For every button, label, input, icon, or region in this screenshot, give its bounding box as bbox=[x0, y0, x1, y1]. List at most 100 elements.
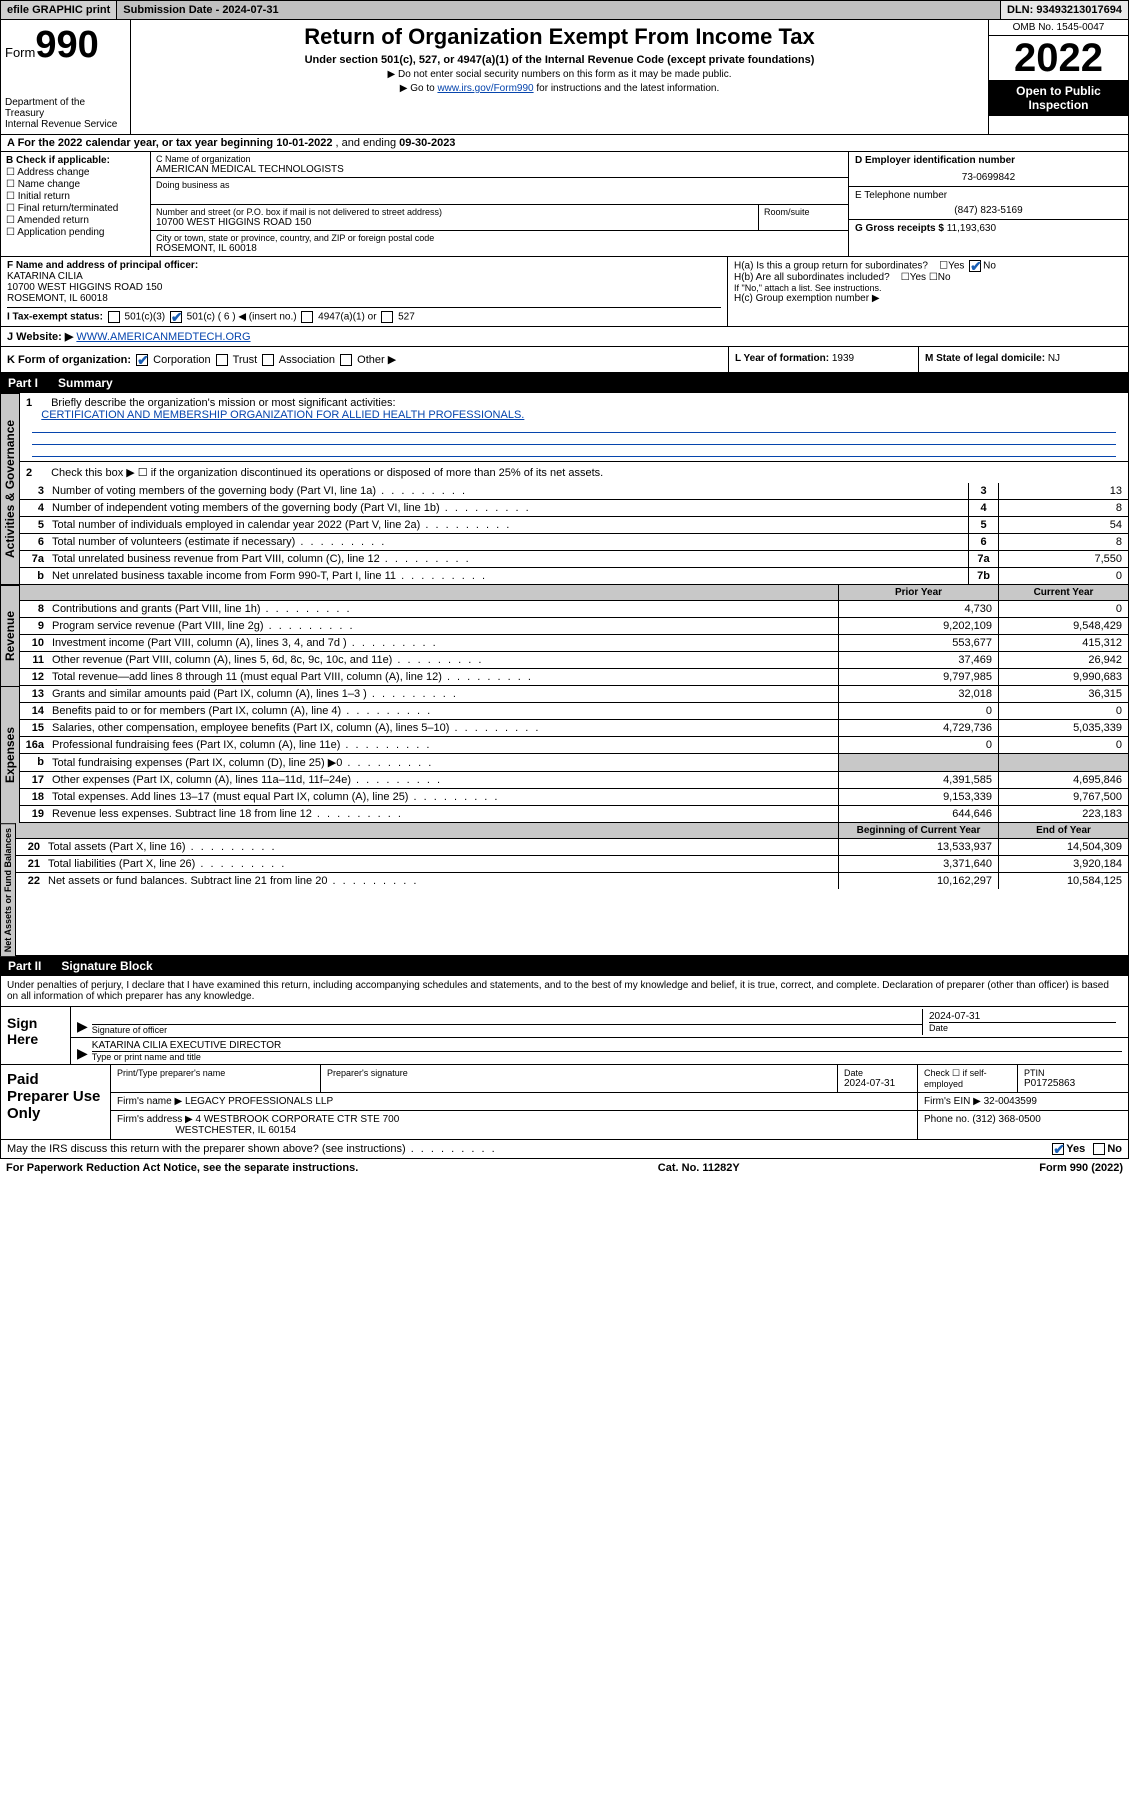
table-row: 22Net assets or fund balances. Subtract … bbox=[16, 873, 1128, 889]
sig-date: 2024-07-31 bbox=[929, 1011, 1116, 1022]
irs-link[interactable]: www.irs.gov/Form990 bbox=[437, 83, 533, 94]
firm-phone-label: Phone no. bbox=[924, 1114, 970, 1125]
gross-label: G Gross receipts $ bbox=[855, 223, 944, 234]
chk-4947[interactable] bbox=[301, 311, 313, 323]
table-row: 4Number of independent voting members of… bbox=[20, 500, 1128, 517]
table-row: 17Other expenses (Part IX, column (A), l… bbox=[20, 772, 1128, 789]
prior-current-header: Prior Year Current Year bbox=[20, 585, 1128, 601]
org-name: AMERICAN MEDICAL TECHNOLOGISTS bbox=[156, 164, 843, 175]
l-label: L Year of formation: bbox=[735, 353, 829, 364]
discuss-yes[interactable] bbox=[1052, 1143, 1064, 1155]
chk-corp[interactable] bbox=[136, 354, 148, 366]
table-row: 19Revenue less expenses. Subtract line 1… bbox=[20, 806, 1128, 822]
sig-date-label: Date bbox=[929, 1022, 1116, 1033]
top-toolbar: efile GRAPHIC print Submission Date - 20… bbox=[0, 0, 1129, 20]
rowk-label: K Form of organization: bbox=[7, 354, 131, 366]
row-j-website: J Website: ▶ WWW.AMERICANMEDTECH.ORG bbox=[0, 327, 1129, 347]
row-f-h: F Name and address of principal officer:… bbox=[0, 257, 1129, 327]
chk-app-pending[interactable]: ☐ Application pending bbox=[6, 227, 145, 238]
irs-label: Internal Revenue Service bbox=[5, 119, 126, 130]
chk-amended[interactable]: ☐ Amended return bbox=[6, 215, 145, 226]
chk-501c-other[interactable] bbox=[170, 311, 182, 323]
row-a-tax-year: A For the 2022 calendar year, or tax yea… bbox=[0, 135, 1129, 152]
table-row: 14Benefits paid to or for members (Part … bbox=[20, 703, 1128, 720]
firm-name: LEGACY PROFESSIONALS LLP bbox=[185, 1096, 333, 1107]
chk-initial-return[interactable]: ☐ Initial return bbox=[6, 191, 145, 202]
form-number: 990 bbox=[35, 24, 98, 66]
form-header: Form990 Department of the Treasury Inter… bbox=[0, 20, 1129, 135]
ha-no[interactable] bbox=[969, 260, 981, 272]
opt-501c-other: 501(c) ( 6 ) ◀ (insert no.) bbox=[187, 312, 297, 323]
ein-label: D Employer identification number bbox=[855, 155, 1015, 166]
chk-trust[interactable] bbox=[216, 354, 228, 366]
beg-end-header: Beginning of Current Year End of Year bbox=[16, 823, 1128, 839]
hc-label: H(c) Group exemption number ▶ bbox=[734, 293, 1122, 304]
rowj-label: J Website: ▶ bbox=[7, 331, 73, 343]
l-value: 1939 bbox=[832, 353, 854, 364]
chk-assoc[interactable] bbox=[262, 354, 274, 366]
rowa-pre: A For the 2022 calendar year, or tax yea… bbox=[7, 137, 276, 149]
officer-name: KATARINA CILIA bbox=[7, 271, 83, 282]
street-label: Number and street (or P.O. box if mail i… bbox=[156, 207, 753, 217]
efile-print-button[interactable]: efile GRAPHIC print bbox=[1, 1, 117, 19]
table-row: 12Total revenue—add lines 8 through 11 (… bbox=[20, 669, 1128, 685]
chk-other[interactable] bbox=[340, 354, 352, 366]
table-row: 11Other revenue (Part VIII, column (A), … bbox=[20, 652, 1128, 669]
table-row: 16aProfessional fundraising fees (Part I… bbox=[20, 737, 1128, 754]
dln-number: DLN: 93493213017694 bbox=[1001, 1, 1128, 19]
discuss-no[interactable] bbox=[1093, 1143, 1105, 1155]
firm-addr-label: Firm's address ▶ bbox=[117, 1114, 193, 1125]
table-row: 13Grants and similar amounts paid (Part … bbox=[20, 686, 1128, 703]
website-link[interactable]: WWW.AMERICANMEDTECH.ORG bbox=[76, 331, 250, 343]
cat-no: Cat. No. 11282Y bbox=[658, 1162, 740, 1174]
rowa-begin: 10-01-2022 bbox=[276, 137, 332, 149]
table-row: 6Total number of volunteers (estimate if… bbox=[20, 534, 1128, 551]
opt-trust: Trust bbox=[233, 354, 258, 366]
chk-501c3[interactable] bbox=[108, 311, 120, 323]
chk-final-return[interactable]: ☐ Final return/terminated bbox=[6, 203, 145, 214]
footer-note: For Paperwork Reduction Act Notice, see … bbox=[0, 1159, 1129, 1177]
rowf-label: F Name and address of principal officer: bbox=[7, 260, 198, 271]
part2-num: Part II bbox=[8, 959, 41, 973]
tab-revenue: Revenue bbox=[0, 585, 20, 686]
street-value: 10700 WEST HIGGINS ROAD 150 bbox=[156, 217, 753, 228]
part2-header: Part II Signature Block bbox=[0, 956, 1129, 976]
ptin-label: PTIN bbox=[1024, 1068, 1122, 1078]
room-label: Room/suite bbox=[764, 207, 843, 217]
chk-name-change[interactable]: ☐ Name change bbox=[6, 179, 145, 190]
opt-527: 527 bbox=[398, 312, 415, 323]
form-subtitle: Under section 501(c), 527, or 4947(a)(1)… bbox=[137, 54, 982, 66]
irs-discuss-row: May the IRS discuss this return with the… bbox=[0, 1140, 1129, 1159]
table-row: 9Program service revenue (Part VIII, lin… bbox=[20, 618, 1128, 635]
gross-value: 11,193,630 bbox=[947, 223, 996, 234]
type-name-label: Type or print name and title bbox=[92, 1051, 1122, 1062]
city-label: City or town, state or province, country… bbox=[156, 233, 843, 243]
tax-year: 2022 bbox=[989, 36, 1128, 80]
hdr-end-year: End of Year bbox=[998, 823, 1128, 838]
paid-preparer-block: Paid Preparer Use Only Print/Type prepar… bbox=[0, 1065, 1129, 1140]
dept-treasury: Department of the Treasury bbox=[5, 97, 126, 119]
form-ref: Form 990 (2022) bbox=[1039, 1162, 1123, 1174]
sign-here-block: Sign Here ▶ Signature of officer 2024-07… bbox=[0, 1007, 1129, 1065]
ein-value: 73-0699842 bbox=[855, 172, 1122, 183]
omb-number: OMB No. 1545-0047 bbox=[989, 20, 1128, 36]
officer-typed-name: KATARINA CILIA EXECUTIVE DIRECTOR bbox=[92, 1040, 1122, 1051]
chk-527[interactable] bbox=[381, 311, 393, 323]
prep-date: 2024-07-31 bbox=[844, 1078, 911, 1089]
table-row: 21Total liabilities (Part X, line 26)3,3… bbox=[16, 856, 1128, 873]
form-prefix: Form bbox=[5, 45, 35, 60]
part1-title: Summary bbox=[58, 376, 113, 390]
mission-text[interactable]: CERTIFICATION AND MEMBERSHIP ORGANIZATIO… bbox=[41, 409, 524, 421]
self-employed-check[interactable]: Check ☐ if self-employed bbox=[918, 1065, 1018, 1092]
hb-note: If "No," attach a list. See instructions… bbox=[734, 283, 1122, 293]
opt-4947: 4947(a)(1) or bbox=[318, 312, 376, 323]
table-row: bTotal fundraising expenses (Part IX, co… bbox=[20, 754, 1128, 772]
row-k-form-org: K Form of organization: Corporation Trus… bbox=[0, 347, 1129, 373]
phone-label: E Telephone number bbox=[855, 190, 947, 201]
rowa-mid: , and ending bbox=[332, 137, 399, 149]
table-row: 8Contributions and grants (Part VIII, li… bbox=[20, 601, 1128, 618]
firm-addr1: 4 WESTBROOK CORPORATE CTR STE 700 bbox=[196, 1114, 400, 1125]
prep-date-hdr: Date bbox=[844, 1068, 911, 1078]
chk-address-change[interactable]: ☐ Address change bbox=[6, 167, 145, 178]
tab-net-assets: Net Assets or Fund Balances bbox=[0, 823, 16, 956]
